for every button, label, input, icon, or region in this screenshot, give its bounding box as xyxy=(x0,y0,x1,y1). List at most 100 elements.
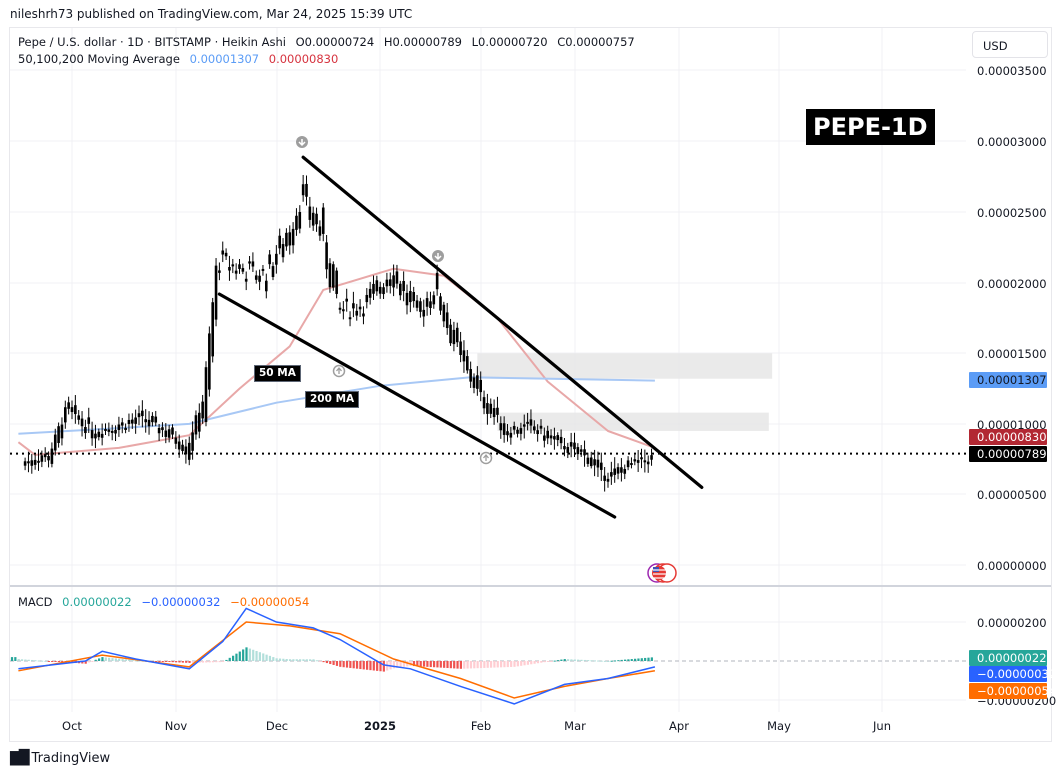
candle-body xyxy=(469,369,472,382)
macd-histogram-bar xyxy=(439,661,442,668)
candle-body xyxy=(328,263,332,288)
candle-body xyxy=(623,468,627,474)
macd-histogram-bar xyxy=(613,660,617,662)
candle-body xyxy=(425,298,429,307)
candle-body xyxy=(372,283,375,294)
ohlc-low: L0.00000720 xyxy=(471,35,548,49)
macd-histogram-bar xyxy=(426,661,429,667)
candle-body xyxy=(419,301,422,312)
macd-histogram-bar xyxy=(31,659,34,661)
ohlc-open: O0.00000724 xyxy=(295,35,375,49)
us-economic-event-icon[interactable] xyxy=(647,563,677,583)
macd-histogram-bar xyxy=(134,660,138,662)
candle-body xyxy=(452,329,456,345)
candle-body xyxy=(221,250,225,255)
candle-body xyxy=(613,468,616,475)
macd-histogram-bar xyxy=(422,661,426,667)
macd-histogram-bar xyxy=(446,661,449,669)
candle-body xyxy=(288,232,292,246)
candle-body xyxy=(536,430,539,435)
macd-histogram-bar xyxy=(550,661,553,662)
ma-value-50: 0.00000830 xyxy=(268,52,339,66)
macd-histogram-bar xyxy=(382,661,385,672)
candle-body xyxy=(90,430,94,439)
candle-body xyxy=(325,242,328,270)
candle-body xyxy=(308,206,312,220)
macd-histogram-bar xyxy=(600,660,603,662)
candle-body xyxy=(234,270,238,274)
candle-body xyxy=(208,333,211,390)
candle-body xyxy=(600,462,603,470)
macd-histogram-bar xyxy=(87,661,91,663)
macd-histogram-bar xyxy=(349,661,352,668)
macd-histogram-bar xyxy=(556,660,560,662)
candle-body xyxy=(365,294,369,303)
candle-body xyxy=(392,275,395,288)
macd-histogram-bar xyxy=(359,661,362,670)
macd-label[interactable]: MACD xyxy=(18,595,53,609)
ma200-annotation: 200 MA xyxy=(305,391,360,408)
candle-body xyxy=(47,456,50,461)
macd-histogram-bar xyxy=(104,657,107,661)
candle-body xyxy=(415,300,419,308)
macd-histogram-bar xyxy=(392,661,395,669)
macd-histogram-bar xyxy=(476,661,479,669)
macd-histogram-bar xyxy=(171,661,174,663)
macd-histogram-tag: 0.00000022 xyxy=(969,650,1047,666)
last-price-tag: 0.00000789 xyxy=(969,446,1047,462)
candle-body xyxy=(388,279,392,286)
candle-body xyxy=(285,232,288,247)
candle-body xyxy=(258,275,261,282)
macd-histogram-bar xyxy=(128,659,131,661)
macd-histogram-bar xyxy=(121,659,124,661)
candle-body xyxy=(100,433,104,438)
macd-histogram-bar xyxy=(258,652,261,661)
candle-body xyxy=(566,447,570,453)
macd-histogram-bar xyxy=(489,661,493,668)
macd-histogram-bar xyxy=(118,658,121,661)
macd-histogram-bar xyxy=(603,660,607,662)
macd-histogram-bar xyxy=(573,659,576,661)
macd-histogram-bar xyxy=(483,661,486,668)
support-resistance-zone xyxy=(497,412,769,431)
candle-body xyxy=(606,478,610,482)
macd-histogram-bar xyxy=(278,658,282,661)
candle-body xyxy=(352,303,355,309)
arrow-glyph xyxy=(434,253,442,261)
candle-body xyxy=(275,253,278,265)
macd-histogram-bar xyxy=(610,660,613,662)
tradingview-brand[interactable]: ▇█ TradingView xyxy=(10,750,110,766)
macd-histogram-bar xyxy=(620,659,623,661)
candle-body xyxy=(385,279,389,287)
candle-body xyxy=(335,270,338,294)
candle-body xyxy=(533,426,536,431)
macd-histogram-bar xyxy=(84,661,87,664)
candle-body xyxy=(64,407,67,423)
candle-body xyxy=(405,292,409,306)
candle-body xyxy=(305,183,308,197)
candle-body xyxy=(603,475,606,481)
candle-body xyxy=(593,459,596,466)
currency-button[interactable]: USD xyxy=(972,31,1048,58)
symbol-title[interactable]: Pepe / U.S. dollar · 1D · BITSTAMP · Hei… xyxy=(18,35,286,49)
pane-separator[interactable] xyxy=(10,585,1051,587)
time-tick-label: Dec xyxy=(265,719,289,733)
ma-indicator-label[interactable]: 50,100,200 Moving Average xyxy=(18,52,180,66)
macd-histogram-bar xyxy=(235,653,238,661)
candle-body xyxy=(512,426,516,430)
candle-body xyxy=(120,422,124,426)
macd-histogram-bar xyxy=(526,661,529,665)
candle-body xyxy=(332,264,335,288)
candle-body xyxy=(462,350,466,362)
macd-histogram-bar xyxy=(617,660,620,662)
candle-body xyxy=(496,407,499,415)
macd-histogram-bar xyxy=(469,661,473,669)
macd-histogram-bar xyxy=(433,661,436,668)
macd-histogram-bar xyxy=(623,659,627,661)
candle-body xyxy=(224,252,228,257)
candle-body xyxy=(479,379,482,393)
trendline xyxy=(217,292,617,519)
macd-histogram-bar xyxy=(553,660,556,662)
candle-body xyxy=(218,270,221,273)
